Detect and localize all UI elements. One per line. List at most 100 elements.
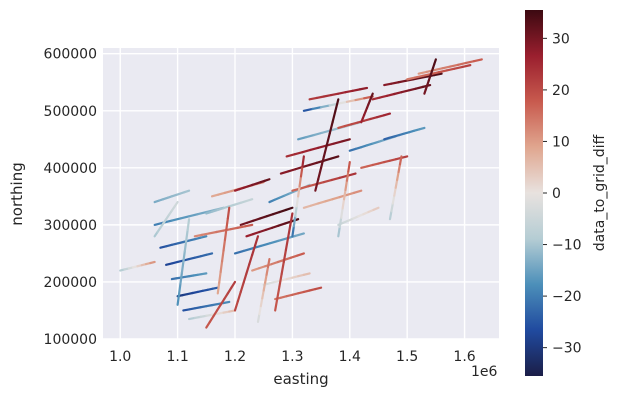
flight-line-segment [301, 148, 312, 154]
flight-line-segment [264, 273, 268, 284]
flight-line-segment [239, 281, 245, 294]
flight-line-segment [233, 249, 245, 255]
flight-line-segment [230, 280, 237, 289]
flight-line-segment [332, 140, 343, 145]
flight-line-segment [200, 272, 208, 276]
x-axis-label: easting [273, 370, 328, 388]
flight-line-segment [302, 107, 314, 112]
flight-line-segment [246, 219, 255, 224]
flight-line-segment [245, 233, 255, 238]
flight-line-segment [259, 242, 271, 248]
flight-line-segment [337, 100, 349, 105]
flight-line-segment [433, 67, 444, 72]
flight-line-segment [433, 72, 443, 77]
flight-line-segment [324, 198, 334, 203]
flight-line-segment [390, 81, 400, 85]
flight-line-segment [187, 213, 199, 218]
flight-line-segment [371, 96, 382, 101]
flight-line-segment [301, 155, 305, 168]
flight-line-segment [292, 215, 297, 228]
flight-line-segment [280, 260, 285, 276]
flight-line-segment [277, 222, 287, 227]
flight-line-segment [407, 87, 417, 92]
flight-line-segment [317, 166, 323, 181]
flight-line-segment [289, 212, 294, 227]
flight-line-segment [340, 207, 344, 219]
flight-line-segment [393, 186, 397, 197]
flight-line-segment [294, 205, 298, 218]
x-tick-label: 1.1 [166, 349, 188, 365]
flight-line-segment [223, 292, 229, 301]
flight-line-segment [345, 191, 356, 197]
y-tick-label: 200000 [44, 275, 97, 291]
x-tick-label: 1.2 [224, 349, 246, 365]
flight-line-segment [149, 260, 156, 265]
colorbar-tick-label: −30 [552, 341, 582, 357]
flight-line-segment [461, 64, 472, 69]
flight-line-segment [314, 286, 323, 291]
flight-line-segment [177, 282, 182, 296]
flight-line-segment [391, 194, 396, 205]
flight-line-segment [196, 210, 208, 216]
flight-line-segment [229, 226, 239, 231]
flight-line-segment [248, 253, 254, 266]
flight-line-segment [284, 206, 294, 212]
flight-lines [119, 58, 483, 329]
flight-line-segment [299, 185, 310, 190]
flight-line-segment [252, 217, 262, 222]
flight-line-segment [397, 163, 402, 174]
flight-line-segment [212, 309, 219, 318]
colorbar-tick-label: −10 [552, 238, 582, 254]
flight-line-segment [270, 260, 280, 266]
flight-line-segment [363, 117, 372, 122]
flight-line-segment [256, 312, 261, 323]
flight-line-segment [398, 155, 403, 166]
flight-line-segment [217, 191, 227, 196]
colorbar-label: data_to_grid_diff [592, 134, 608, 251]
flight-line-segment [236, 225, 247, 229]
flight-line-segment [328, 121, 334, 135]
flight-line-segment [437, 69, 448, 74]
flight-line-segment [278, 208, 288, 214]
flight-line-segment [383, 82, 393, 87]
flight-line-segment [378, 94, 389, 99]
flight-line-segment [182, 250, 186, 264]
flight-line-segment [220, 249, 225, 263]
flight-line-segment [276, 285, 281, 300]
flight-line-segment [331, 109, 337, 124]
flight-line-segment [286, 168, 297, 173]
flight-line-segment [406, 76, 417, 81]
flight-line-segment [413, 74, 425, 79]
flight-line-segment [342, 188, 347, 201]
flight-line-segment [337, 225, 341, 238]
flight-line-segment [297, 185, 301, 198]
flight-line-segment [350, 121, 359, 126]
flight-line-segment [208, 315, 215, 323]
flight-line-segment [153, 221, 165, 226]
flight-line-segment [271, 224, 280, 229]
flight-line-segment [226, 286, 233, 295]
colorbar-tick-label: 10 [552, 134, 570, 150]
flight-line-segment [344, 179, 349, 192]
flight-line-segment [299, 165, 304, 178]
flight-line-segment [390, 202, 394, 213]
flight-line-segment [472, 58, 483, 63]
axes: 1.0 1.1 1.2 1.3 1.4 1.5 1.6 100000 200000 300000 4… [44, 47, 476, 365]
flight-line-segment [400, 155, 409, 159]
flight-line-segment [286, 224, 292, 239]
flight-line-segment [418, 126, 426, 131]
flight-line-segment [307, 183, 318, 188]
flight-line-segment [226, 206, 231, 220]
flight-line-segment [330, 176, 341, 182]
flight-line-segment [236, 290, 242, 303]
flight-line-segment [265, 213, 275, 218]
colorbar-gradient [525, 10, 543, 376]
flight-line-segment [253, 235, 260, 247]
flight-line-segment [285, 153, 296, 158]
flight-line-segment [411, 76, 422, 81]
flight-line-segment [414, 85, 425, 90]
flight-line-segment [347, 161, 351, 173]
flight-line-segment [372, 206, 380, 212]
flight-line-segment [352, 189, 363, 194]
flight-line-segment [282, 248, 288, 264]
